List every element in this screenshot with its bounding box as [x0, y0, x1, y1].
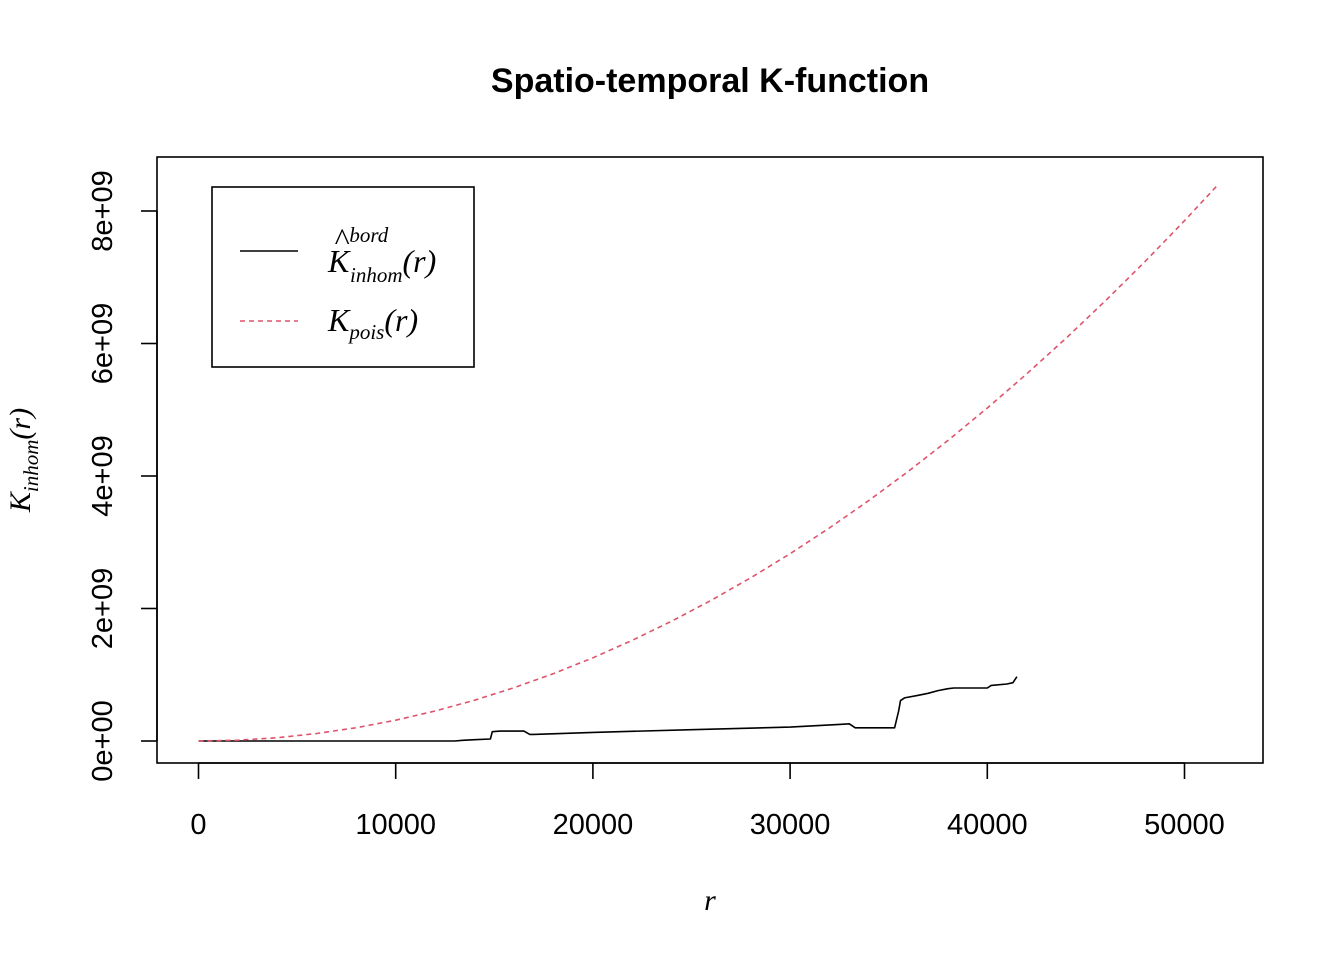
legend-label-pois-main: K [327, 302, 351, 338]
y-axis-label-sub: inhom [19, 440, 43, 493]
x-tick-label: 10000 [355, 809, 436, 841]
x-tick-label: 30000 [750, 809, 831, 841]
series-layer [198, 184, 1219, 742]
legend-label-bord: Kbord inhom(r) [327, 223, 436, 287]
legend-label-pois-sub: pois [347, 320, 384, 344]
y-tick-label: 2e+09 [87, 568, 119, 649]
y-tick-label: 8e+09 [87, 170, 119, 251]
y-tick-label: 4e+09 [87, 435, 119, 516]
x-axis: 0 10000 20000 30000 40000 50000 [190, 762, 1225, 841]
legend-label-pois-arg: (r) [384, 302, 418, 338]
x-tick-label: 40000 [947, 809, 1028, 841]
legend-label-bord-main: K [327, 243, 351, 279]
series-line-pois [198, 184, 1219, 742]
y-axis: 0e+00 2e+09 4e+09 6e+09 8e+09 [87, 170, 158, 782]
chart-title: Spatio-temporal K-function [491, 62, 929, 100]
legend-label-pois: Kpois(r) [327, 302, 418, 344]
x-tick-label: 50000 [1144, 809, 1225, 841]
y-axis-label-main: K [4, 490, 37, 513]
series-line-bord [198, 676, 1018, 742]
y-axis-label: Kinhom(r) [4, 408, 43, 513]
legend-hat-bord: ^ [334, 221, 350, 257]
x-tick-label: 20000 [553, 809, 634, 841]
x-tick-label: 0 [190, 809, 206, 841]
y-tick-label: 0e+00 [87, 700, 119, 781]
y-axis-label-arg: (r) [4, 408, 37, 440]
legend-label-bord-sub: inhom [350, 263, 403, 287]
legend-label-bord-sup: bord [349, 223, 388, 247]
legend-label-bord-arg: (r) [403, 243, 437, 279]
x-axis-label: r [704, 884, 716, 917]
y-tick-label: 6e+09 [87, 303, 119, 384]
legend-box [211, 186, 475, 368]
legend: ^ Kbord inhom(r) Kpois(r) [211, 186, 475, 368]
